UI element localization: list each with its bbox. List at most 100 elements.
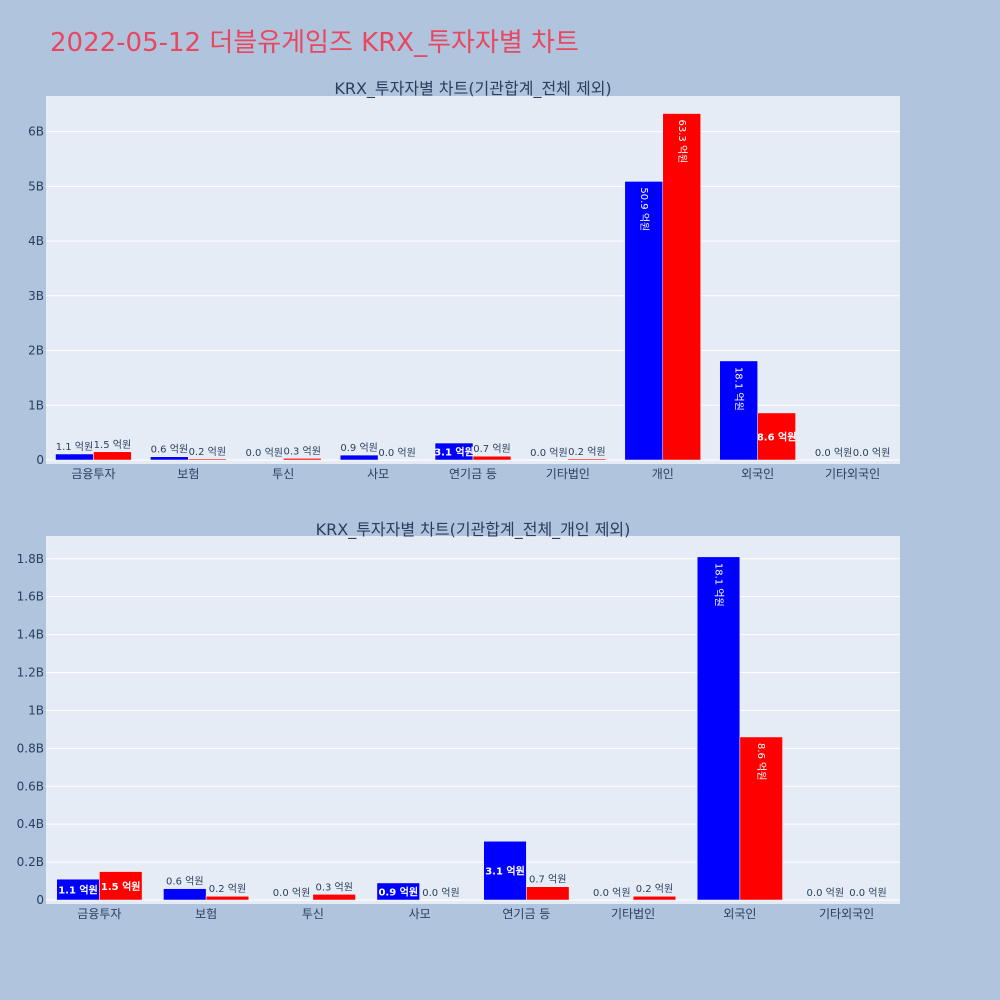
bar xyxy=(376,882,420,901)
data-label: 0.0 억원 xyxy=(593,887,630,899)
bar xyxy=(662,113,701,461)
y-tick-label: 1.2B xyxy=(17,666,44,680)
bar xyxy=(377,459,417,461)
y-tick-label: 5B xyxy=(28,179,44,193)
bar xyxy=(529,459,569,461)
y-tick-label: 0.8B xyxy=(17,741,44,755)
data-label: 3.1 억원 xyxy=(434,446,474,459)
bar xyxy=(163,888,207,901)
y-tick-label: 1.8B xyxy=(17,552,44,566)
bar xyxy=(269,899,314,901)
x-tick-label: 투신 xyxy=(272,467,294,481)
bar xyxy=(846,899,890,901)
bar xyxy=(99,871,143,901)
bar xyxy=(205,895,250,901)
bar xyxy=(93,451,132,461)
bar xyxy=(526,886,570,901)
data-label: 18.1 억원 xyxy=(733,367,745,411)
data-label: 0.0 억원 xyxy=(378,447,415,459)
y-tick-label: 0.4B xyxy=(17,817,44,831)
page-title: 2022-05-12 더블유게임즈 KRX_투자자별 차트 xyxy=(50,28,579,58)
bar xyxy=(719,360,758,461)
data-label: 0.6 억원 xyxy=(166,876,203,888)
data-label: 0.2 억원 xyxy=(636,883,673,895)
data-label: 0.9 억원 xyxy=(378,885,418,898)
chart-title: KRX_투자자별 차트(기관합계_전체 제외) xyxy=(334,79,611,99)
data-label: 50.9 억원 xyxy=(638,187,650,231)
x-tick-label: 투신 xyxy=(302,907,324,921)
data-label: 0.7 억원 xyxy=(473,443,510,455)
x-tick-label: 보험 xyxy=(177,467,199,481)
data-label: 0.0 억원 xyxy=(273,887,310,899)
data-label: 1.5 억원 xyxy=(94,439,131,451)
y-tick-label: 6B xyxy=(28,125,44,139)
bar xyxy=(567,458,607,461)
data-label: 0.0 억원 xyxy=(422,887,459,899)
y-tick-label: 1.6B xyxy=(17,590,44,604)
x-tick-label: 연기금 등 xyxy=(449,467,497,481)
data-label: 0.0 억원 xyxy=(530,447,567,459)
bar xyxy=(150,456,189,461)
data-label: 0.6 억원 xyxy=(151,444,188,456)
bar xyxy=(188,458,227,461)
data-label: 0.0 억원 xyxy=(246,447,283,459)
x-tick-label: 기타외국인 xyxy=(819,907,874,921)
y-tick-label: 3B xyxy=(28,289,44,303)
bar xyxy=(339,454,379,461)
bar xyxy=(757,412,796,461)
y-tick-label: 0 xyxy=(36,453,44,467)
y-tick-label: 0 xyxy=(36,893,44,907)
x-tick-label: 연기금 등 xyxy=(502,907,550,921)
x-tick-label: 사모 xyxy=(409,907,431,921)
x-tick-label: 기타법인 xyxy=(611,907,655,921)
x-tick-label: 금융투자 xyxy=(77,907,121,921)
y-tick-label: 1B xyxy=(28,398,44,412)
bar xyxy=(434,442,474,461)
data-label: 8.6 억원 xyxy=(757,430,797,443)
data-label: 18.1 억원 xyxy=(713,563,725,607)
data-label: 0.2 억원 xyxy=(568,446,605,458)
y-tick-label: 1.4B xyxy=(17,628,44,642)
x-tick-label: 사모 xyxy=(367,467,389,481)
data-label: 0.0 억원 xyxy=(853,447,890,459)
bar xyxy=(624,181,664,461)
bar xyxy=(814,459,853,461)
y-tick-label: 1B xyxy=(28,703,44,717)
chart-1-svg: 0 1B 2B 3B 4B 5B 6B KRX_투자자별 차트(기관합계_전체 제외) 금융투자… xyxy=(28,79,900,481)
data-label: 8.6 억원 xyxy=(755,743,767,780)
x-tick-label: 금융투자 xyxy=(71,467,115,481)
x-tick-label: 외국인 xyxy=(723,907,756,921)
x-tick-label: 보험 xyxy=(195,907,217,921)
y-tick-label: 2B xyxy=(28,344,44,358)
bar xyxy=(282,458,322,461)
data-label: 3.1 억원 xyxy=(485,865,525,878)
data-label: 1.1 억원 xyxy=(56,441,93,453)
data-label: 1.5 억원 xyxy=(101,880,141,893)
x-tick-label: 개인 xyxy=(652,467,674,481)
bar xyxy=(245,459,284,461)
bar xyxy=(696,556,741,901)
bar xyxy=(632,895,677,901)
data-label: 63.3 억원 xyxy=(676,120,688,164)
chart-2-svg: 0 0.2B 0.4B 0.6B 0.8B 1B 1.2B 1.4B 1.6B 1.8B KRX_투… xyxy=(17,520,900,921)
data-label: 0.2 억원 xyxy=(209,883,246,895)
x-tick-label: 외국인 xyxy=(741,467,774,481)
y-tick-label: 4B xyxy=(28,234,44,248)
data-label: 0.0 억원 xyxy=(807,887,844,899)
bar xyxy=(55,453,94,461)
plot-background xyxy=(46,96,900,464)
bar xyxy=(483,840,527,901)
data-label: 0.3 억원 xyxy=(315,881,352,893)
bar xyxy=(472,455,512,461)
data-label: 0.7 억원 xyxy=(529,874,566,886)
bar xyxy=(803,899,847,901)
bar xyxy=(419,899,463,901)
data-label: 0.0 억원 xyxy=(815,447,852,459)
bar xyxy=(590,899,634,901)
y-tick-label: 0.2B xyxy=(17,855,44,869)
bar xyxy=(312,894,356,901)
x-tick-label: 기타법인 xyxy=(546,467,590,481)
data-label: 0.0 억원 xyxy=(849,887,886,899)
chart-title: KRX_투자자별 차트(기관합계_전체_개인 제외) xyxy=(316,520,631,540)
data-label: 1.1 억원 xyxy=(58,884,98,897)
